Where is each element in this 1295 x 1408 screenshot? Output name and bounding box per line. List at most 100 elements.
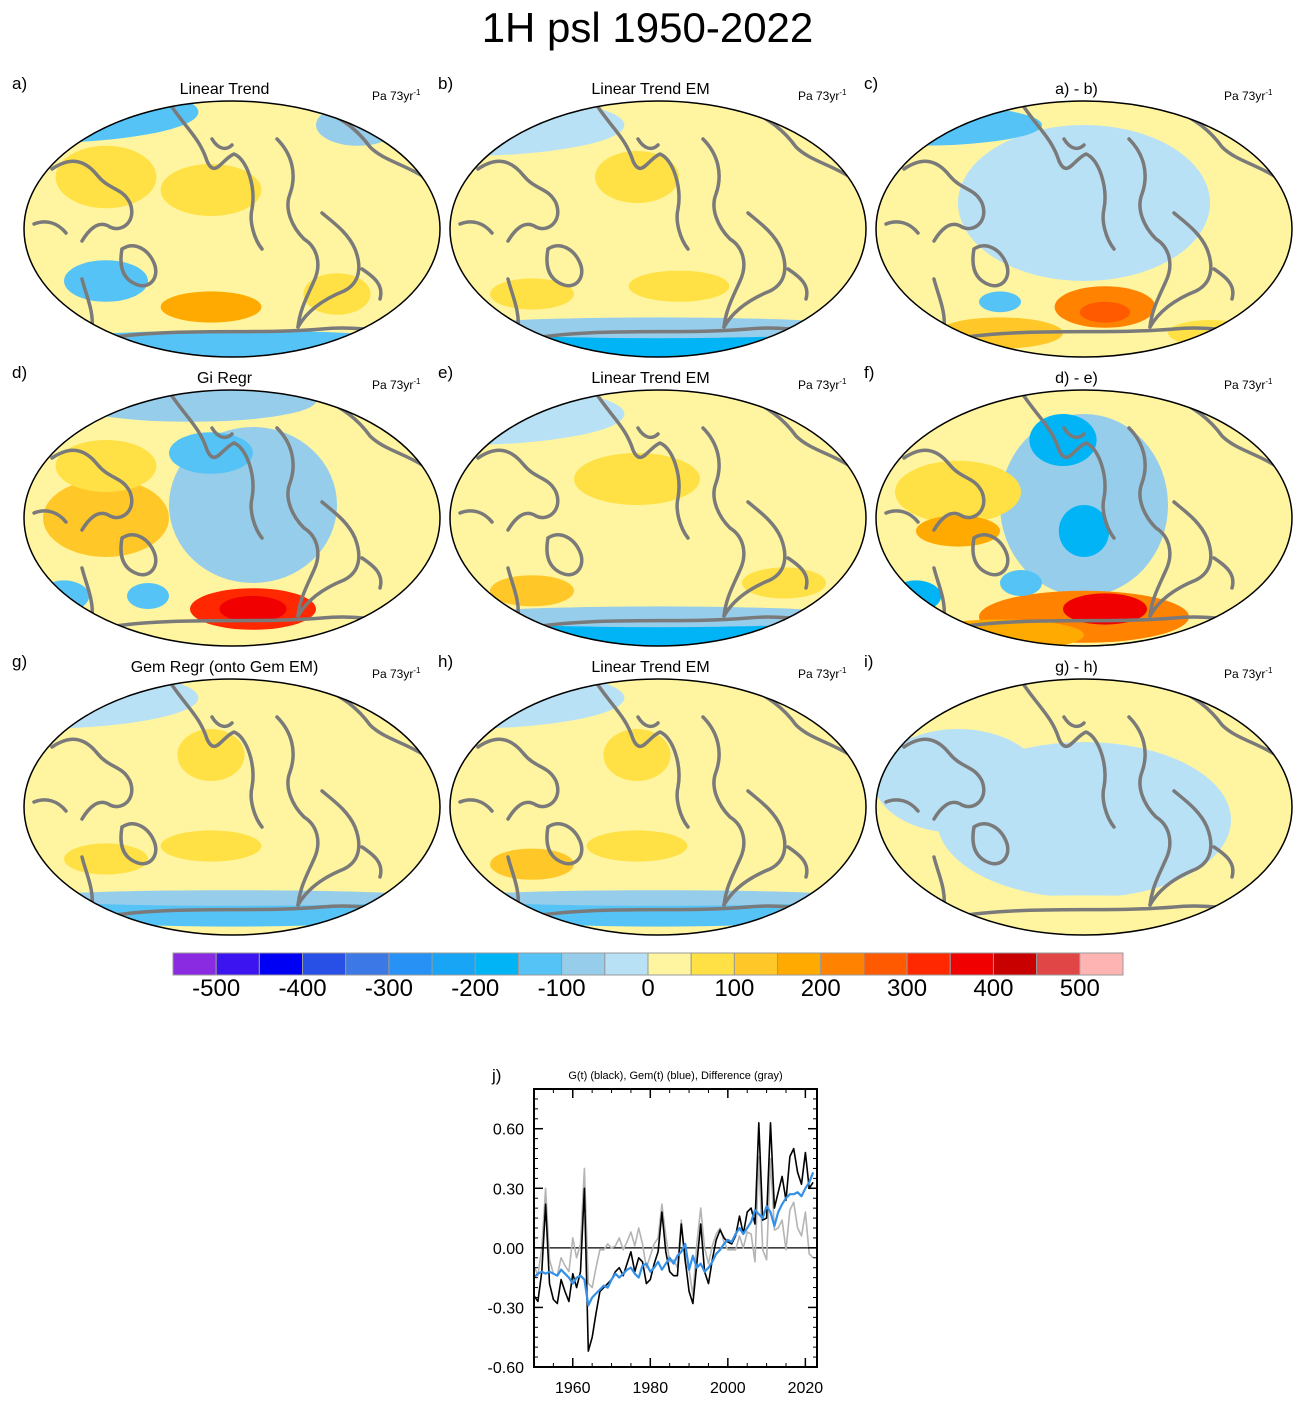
- panel-letter: a): [12, 74, 28, 93]
- coastline: [722, 211, 787, 329]
- coastline: [210, 715, 234, 729]
- panel-units: Pa 73yr-1: [798, 377, 847, 392]
- coastline: [1062, 426, 1086, 440]
- coastline: [170, 394, 264, 540]
- x-tick-label: 1960: [555, 1380, 591, 1397]
- coastline: [1062, 715, 1086, 729]
- colorbar-tick-label: -400: [278, 975, 327, 1002]
- coastline: [119, 822, 158, 866]
- coastline: [1148, 211, 1213, 329]
- panel-letter: h): [438, 652, 454, 671]
- colorbar-swatch: [820, 952, 865, 976]
- contour-region: [895, 460, 1021, 524]
- coastline: [722, 500, 787, 618]
- coastline: [50, 159, 134, 243]
- contour-region: [628, 270, 730, 302]
- y-tick-label: -0.30: [488, 1300, 525, 1317]
- colorbar-tick-label: 100: [714, 975, 755, 1002]
- coastline: [119, 533, 158, 577]
- map-plot: [449, 100, 867, 358]
- coastline: [722, 789, 787, 907]
- coastline: [458, 220, 494, 235]
- coastline: [971, 244, 1010, 288]
- coastline: [1127, 426, 1172, 618]
- map-panel-g: g) Gem Regr (onto Gem EM) Pa 73yr-1: [12, 652, 441, 937]
- coastline: [902, 159, 986, 243]
- panel-letter: c): [864, 74, 879, 93]
- coastline: [476, 448, 560, 532]
- contour-region: [1058, 505, 1110, 557]
- coastline: [458, 509, 494, 524]
- coastline: [50, 448, 134, 532]
- contour-region: [160, 291, 262, 323]
- colorbar-swatch: [474, 952, 519, 976]
- contour-region: [490, 575, 574, 607]
- contour-region: [450, 317, 866, 339]
- colorbar-tick-label: 400: [973, 975, 1014, 1002]
- coastline: [32, 220, 68, 235]
- x-tick-label: 2020: [788, 1380, 824, 1397]
- map-plot: [449, 389, 867, 647]
- map-panel-d: d) Gi Regr Pa 73yr-1: [12, 363, 441, 648]
- map-plot: [875, 389, 1293, 647]
- colorbar-swatch: [733, 952, 779, 976]
- colorbar-tick-label: -500: [192, 975, 241, 1002]
- panel-title: d) - e): [1055, 370, 1098, 387]
- coastline: [119, 244, 158, 288]
- coastline: [32, 509, 68, 524]
- colorbar-tick-label: -100: [537, 975, 586, 1002]
- map-plot: [875, 100, 1293, 358]
- map-border: [23, 100, 441, 358]
- contour-region: [603, 729, 671, 781]
- coastline: [1022, 394, 1116, 540]
- colorbar-tick-label: -200: [451, 975, 500, 1002]
- contour-region: [742, 567, 826, 599]
- coastline: [596, 105, 690, 251]
- coastline: [275, 426, 320, 618]
- contour-region: [127, 583, 169, 609]
- coastline: [1148, 789, 1213, 907]
- contour-region: [586, 830, 688, 862]
- panel-units: Pa 73yr-1: [372, 88, 421, 103]
- contour-region: [1079, 301, 1131, 323]
- contour-region: [43, 479, 169, 557]
- coastline: [786, 267, 809, 301]
- coastline: [296, 789, 361, 907]
- colorbar-swatch: [1079, 952, 1124, 976]
- coastline: [476, 737, 560, 821]
- timeseries-chart: -0.60 -0.30 0.00 0.30 0.60 1960 1980 2000 2020: [488, 1088, 824, 1397]
- coastline: [1148, 500, 1213, 618]
- panel-title: Linear Trend: [179, 81, 270, 98]
- map-plot: [875, 678, 1293, 936]
- colorbar-swatch: [517, 952, 563, 976]
- contour-region: [876, 729, 1042, 833]
- map-border: [875, 678, 1293, 936]
- coastline: [636, 426, 660, 440]
- panel-units: Pa 73yr-1: [1224, 377, 1273, 392]
- contour-region: [219, 596, 287, 622]
- map-panel-f: f) d) - e) Pa 73yr-1: [864, 363, 1293, 648]
- contour-region: [450, 101, 866, 307]
- coastline: [596, 394, 690, 540]
- colorbar-swatch: [906, 952, 951, 976]
- panel-letter: f): [864, 363, 875, 382]
- contour-region: [177, 729, 245, 781]
- colorbar-swatch: [388, 952, 433, 976]
- colorbar-tick-label: 200: [800, 975, 841, 1002]
- contour-region: [595, 151, 679, 203]
- map-plot: [23, 100, 441, 358]
- contour-region: [55, 440, 157, 492]
- map-panel-e: e) Linear Trend EM Pa 73yr-1: [438, 363, 867, 648]
- y-tick-label: 0.00: [493, 1241, 524, 1258]
- coastline: [170, 105, 264, 251]
- colorbar-swatch: [561, 952, 606, 976]
- coastline: [884, 220, 920, 235]
- panel-title: Gem Regr (onto Gem EM): [130, 659, 319, 676]
- contour-region: [64, 843, 148, 875]
- coastline: [545, 244, 584, 288]
- coastline: [50, 737, 134, 821]
- colorbar-swatch: [172, 952, 217, 976]
- colorbar-swatch: [863, 952, 908, 976]
- coastline: [476, 159, 560, 243]
- panel-title: Linear Trend EM: [591, 81, 710, 98]
